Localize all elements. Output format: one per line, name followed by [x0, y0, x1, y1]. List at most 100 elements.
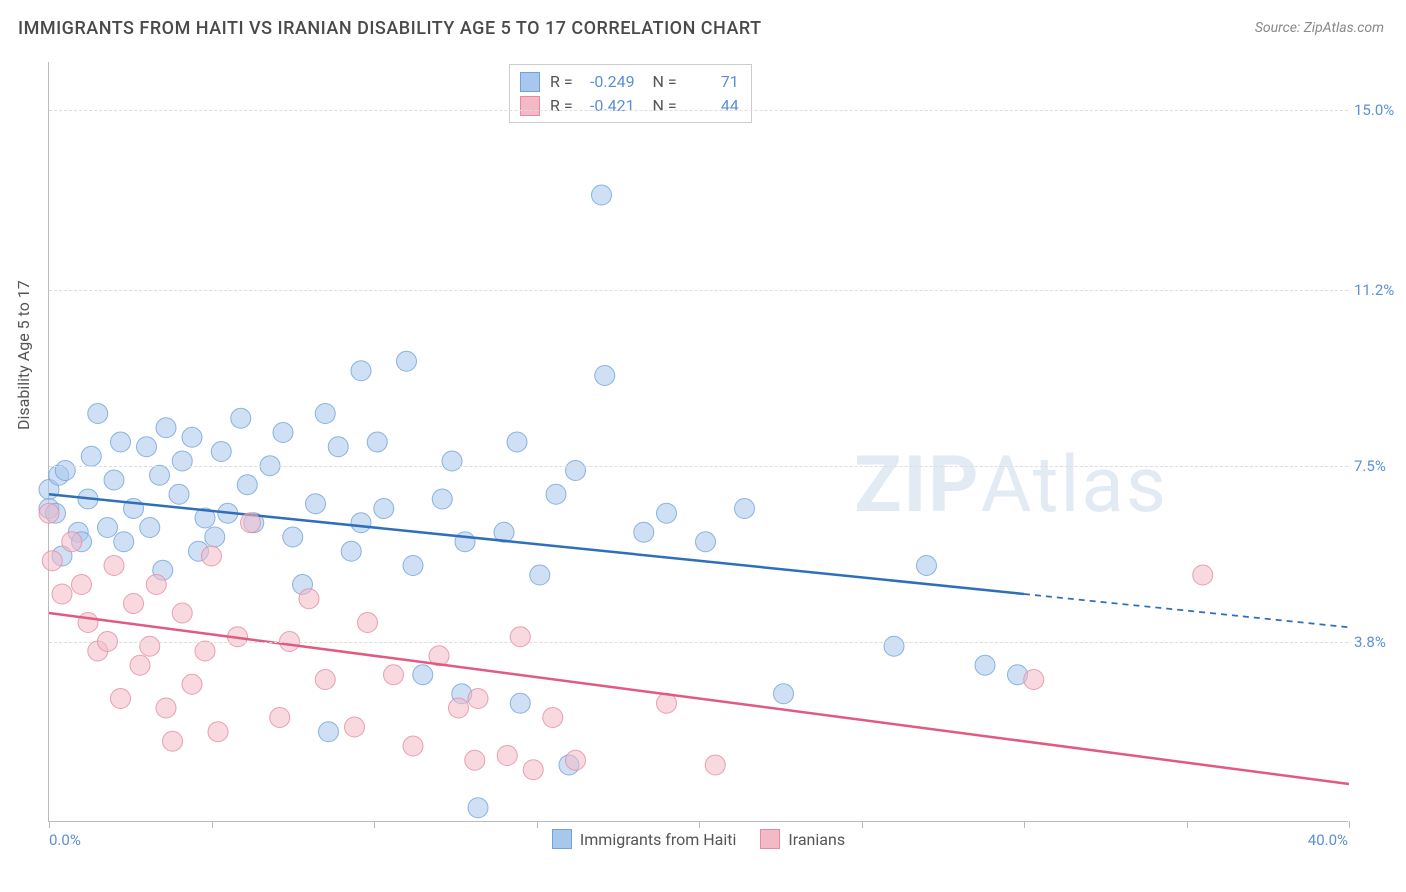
y-axis-label: Disability Age 5 to 17	[14, 280, 33, 430]
data-point	[140, 518, 160, 538]
x-tick	[537, 821, 538, 828]
data-point	[384, 665, 404, 685]
source-credit: Source: ZipAtlas.com	[1255, 20, 1384, 36]
x-tick	[374, 821, 375, 828]
data-point	[497, 746, 517, 766]
data-point	[358, 613, 378, 633]
scatter-svg	[49, 62, 1348, 821]
data-point	[546, 484, 566, 504]
data-point	[124, 594, 144, 614]
data-point	[403, 736, 423, 756]
data-point	[163, 731, 183, 751]
data-point	[182, 427, 202, 447]
data-point	[114, 532, 134, 552]
data-point	[345, 717, 365, 737]
legend-bottom: Immigrants from Haiti Iranians	[49, 829, 1348, 849]
data-point	[111, 689, 131, 709]
data-point	[543, 708, 563, 728]
gridline	[49, 110, 1348, 111]
data-point	[432, 489, 452, 509]
data-point	[283, 527, 303, 547]
data-point	[328, 437, 348, 457]
data-point	[299, 589, 319, 609]
data-point	[156, 418, 176, 438]
gridline	[49, 466, 1348, 467]
data-point	[39, 503, 59, 523]
x-tick	[1187, 821, 1188, 828]
data-point	[449, 698, 469, 718]
data-point	[442, 451, 462, 471]
data-point	[657, 503, 677, 523]
legend-item-haiti: Immigrants from Haiti	[552, 829, 736, 849]
data-point	[273, 423, 293, 443]
data-point	[42, 551, 62, 571]
x-tick	[1349, 821, 1350, 828]
trend-line	[49, 613, 1349, 784]
data-point	[884, 636, 904, 656]
data-point	[530, 565, 550, 585]
data-point	[104, 470, 124, 490]
x-tick	[699, 821, 700, 828]
data-point	[413, 665, 433, 685]
x-tick	[212, 821, 213, 828]
data-point	[975, 655, 995, 675]
data-point	[468, 689, 488, 709]
data-point	[566, 461, 586, 481]
data-point	[111, 432, 131, 452]
data-point	[634, 522, 654, 542]
x-tick	[49, 821, 50, 828]
data-point	[566, 750, 586, 770]
gridline	[49, 290, 1348, 291]
data-point	[172, 451, 192, 471]
data-point	[195, 641, 215, 661]
data-point	[169, 484, 189, 504]
data-point	[205, 527, 225, 547]
data-point	[182, 674, 202, 694]
data-point	[130, 655, 150, 675]
data-point	[351, 513, 371, 533]
data-point	[455, 532, 475, 552]
data-point	[81, 446, 101, 466]
data-point	[367, 432, 387, 452]
data-point	[211, 442, 231, 462]
data-point	[374, 499, 394, 519]
data-point	[774, 684, 794, 704]
chart-title: IMMIGRANTS FROM HAITI VS IRANIAN DISABIL…	[18, 18, 762, 39]
data-point	[403, 556, 423, 576]
legend-item-iranians: Iranians	[760, 829, 845, 849]
data-point	[241, 513, 261, 533]
data-point	[351, 361, 371, 381]
data-point	[88, 404, 108, 424]
x-tick	[1024, 821, 1025, 828]
swatch-iranians-bottom	[760, 829, 780, 849]
data-point	[917, 556, 937, 576]
data-point	[55, 461, 75, 481]
data-point	[319, 722, 339, 742]
data-point	[156, 698, 176, 718]
data-point	[705, 755, 725, 775]
data-point	[510, 627, 530, 647]
data-point	[237, 475, 257, 495]
data-point	[98, 518, 118, 538]
data-point	[208, 722, 228, 742]
data-point	[306, 494, 326, 514]
data-point	[231, 408, 251, 428]
data-point	[1024, 670, 1044, 690]
data-point	[592, 185, 612, 205]
data-point	[62, 532, 82, 552]
y-tick-label: 11.2%	[1354, 281, 1406, 299]
gridline	[49, 642, 1348, 643]
data-point	[507, 432, 527, 452]
data-point	[150, 465, 170, 485]
data-point	[78, 613, 98, 633]
data-point	[72, 575, 92, 595]
data-point	[104, 556, 124, 576]
data-point	[315, 670, 335, 690]
data-point	[465, 750, 485, 770]
data-point	[696, 532, 716, 552]
data-point	[735, 499, 755, 519]
data-point	[523, 760, 543, 780]
data-point	[468, 798, 488, 818]
x-tick	[862, 821, 863, 828]
data-point	[397, 351, 417, 371]
